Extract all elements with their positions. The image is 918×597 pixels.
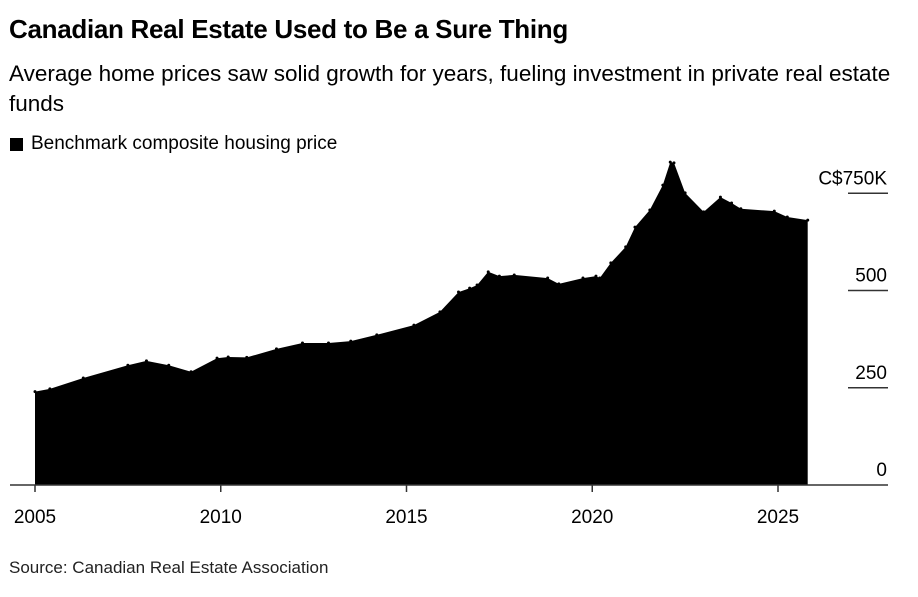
legend: Benchmark composite housing price: [10, 133, 337, 155]
data-point: [806, 218, 810, 222]
data-point: [215, 356, 219, 360]
data-point: [683, 191, 687, 195]
data-point: [702, 210, 706, 214]
data-point: [189, 370, 193, 374]
data-point: [486, 270, 490, 274]
data-point: [739, 207, 743, 211]
data-point: [609, 261, 613, 265]
data-point: [598, 276, 602, 280]
chart-title: Canadian Real Estate Used to Be a Sure T…: [9, 14, 568, 44]
data-point: [412, 323, 416, 327]
data-point: [557, 282, 561, 286]
area-series-benchmark-price: [35, 162, 808, 485]
data-point: [633, 225, 637, 229]
x-tick-label: 2015: [385, 507, 427, 528]
y-tick-label: 500: [855, 266, 887, 287]
data-point: [349, 339, 353, 343]
y-tick-label: 0: [876, 460, 887, 481]
x-tick-label: 2020: [571, 507, 613, 528]
data-point: [167, 363, 171, 367]
data-point: [274, 347, 278, 351]
data-point: [438, 310, 442, 314]
data-point: [661, 183, 665, 187]
data-point: [512, 273, 516, 277]
data-point: [497, 274, 501, 278]
data-point: [718, 195, 722, 199]
x-tick-label: 2010: [200, 507, 242, 528]
data-point: [300, 341, 304, 345]
x-tick-label: 2005: [14, 507, 56, 528]
source-note: Source: Canadian Real Estate Association: [9, 558, 329, 577]
data-point: [648, 208, 652, 212]
data-point: [144, 359, 148, 363]
data-point: [672, 161, 676, 165]
data-point: [624, 245, 628, 249]
data-point: [546, 276, 550, 280]
data-point: [48, 387, 52, 391]
data-point: [226, 355, 230, 359]
legend-swatch: [10, 137, 23, 151]
data-point: [81, 376, 85, 380]
data-point: [33, 390, 37, 394]
data-point: [126, 363, 130, 367]
data-point: [785, 215, 789, 219]
y-tick-label: C$750K: [818, 168, 887, 189]
data-point: [772, 209, 776, 213]
chart-subtitle: Average home prices saw solid growth for…: [9, 61, 891, 116]
data-point: [468, 286, 472, 290]
data-point: [668, 160, 672, 164]
data-point: [457, 290, 461, 294]
data-point: [475, 283, 479, 287]
legend-label: Benchmark composite housing price: [31, 133, 338, 154]
data-point: [375, 333, 379, 337]
x-tick-label: 2025: [757, 507, 799, 528]
data-point: [594, 274, 598, 278]
data-point: [326, 341, 330, 345]
y-tick-label: 250: [855, 363, 887, 384]
data-point: [730, 201, 734, 205]
data-point: [581, 276, 585, 280]
data-point: [245, 355, 249, 359]
